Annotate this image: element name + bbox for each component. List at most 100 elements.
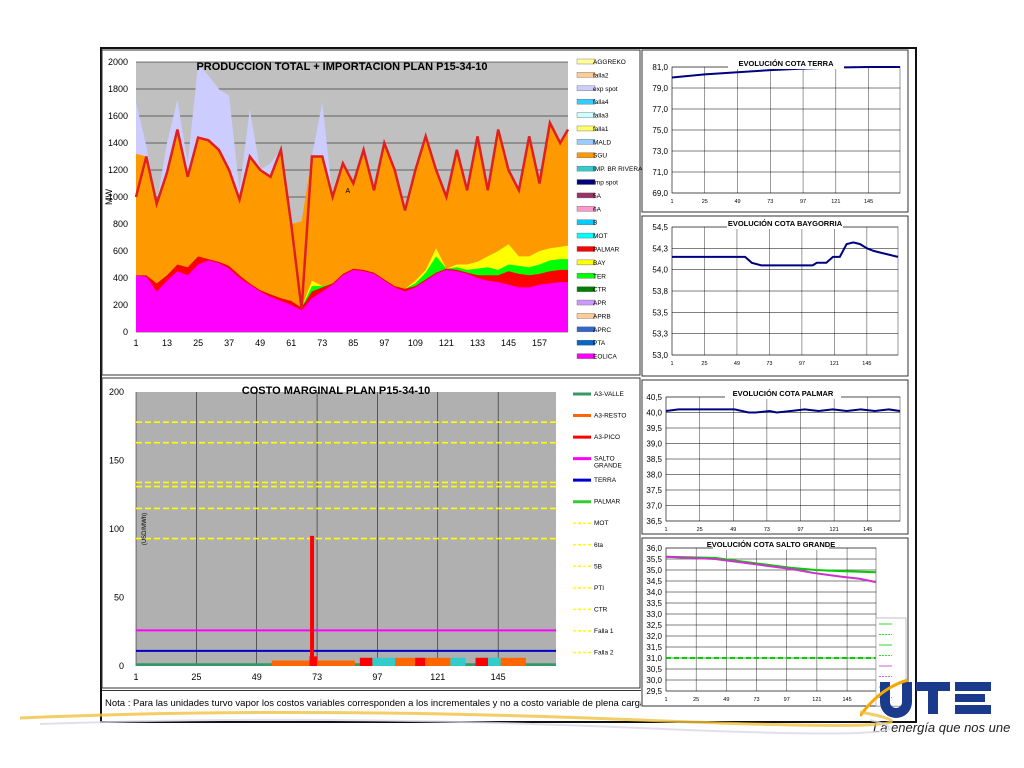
cota-palmar-xtick-label: 97 — [797, 527, 803, 533]
production-legend-swatch — [576, 259, 596, 266]
cota-salto-grande-title: EVOLUCIÓN COTA SALTO GRANDE — [707, 540, 835, 549]
cota-palmar-ytick-label: 40,5 — [646, 393, 662, 402]
production-xtick-label: 61 — [286, 338, 296, 348]
cota-palmar-ytick-label: 38,5 — [646, 455, 662, 464]
production-ylabel: MW — [104, 189, 114, 205]
production-legend-swatch — [576, 219, 596, 225]
cota-terra-ytick-label: 79,0 — [652, 84, 668, 93]
cota-baygorria-ytick-label: 53,3 — [652, 330, 668, 339]
production-legend-swatch — [576, 165, 596, 172]
cota-salto-grande-ytick-label: 30,5 — [646, 665, 662, 674]
cota-baygorria-xtick-label: 97 — [799, 361, 805, 367]
production-legend-swatch — [576, 353, 596, 359]
production-legend-swatch — [576, 72, 596, 78]
cota-salto-grande-xtick-label: 73 — [753, 697, 759, 703]
cost-legend-label: A3-VALLE — [594, 391, 625, 398]
cota-baygorria-xtick-label: 121 — [830, 361, 839, 367]
production-legend-swatch — [576, 246, 596, 252]
cost-spike-bar — [310, 535, 315, 666]
cota-salto-grande-ytick-label: 30,0 — [646, 676, 662, 685]
production-legend-label: B — [593, 220, 597, 227]
cota-terra-line — [671, 66, 900, 79]
cota-baygorria-ytick-label: 53,5 — [652, 308, 668, 317]
cota-baygorria-ytick-label: 54,0 — [652, 266, 668, 275]
cota-baygorria-xtick-label: 25 — [701, 361, 707, 367]
cota-salto-grande-ytick-label: 31,5 — [646, 643, 662, 652]
cota-baygorria-title-bg — [727, 219, 843, 229]
production-legend-label: PTA — [593, 340, 606, 347]
cota-palmar-ytick-label: 40,0 — [646, 409, 662, 418]
ute-logo — [860, 678, 991, 718]
cota-salto-grande-xtick-label: 121 — [812, 697, 821, 703]
cota-salto-grande-xtick-label: 49 — [723, 697, 729, 703]
footnote: Nota : Para las unidades turvo vapor los… — [102, 690, 641, 717]
production-ytick-label: 0 — [123, 327, 128, 337]
production-legend-label: IMP. BR RIVERA — [593, 166, 643, 173]
cost-ytick-label: 50 — [114, 593, 124, 603]
production-ytick-label: 1200 — [108, 165, 128, 175]
cost-legend-label: SALTO — [594, 456, 615, 463]
production-ytick-label: 2000 — [108, 57, 128, 67]
cost-legend-label: 6ta — [594, 542, 603, 549]
cota-salto-grande-ytick-label: 35,0 — [646, 566, 662, 575]
production-legend-swatch — [576, 125, 596, 132]
production-legend-label: MALD — [593, 139, 611, 146]
production-legend-label: MOT — [593, 233, 607, 240]
cost-bottom-block — [317, 660, 355, 666]
cota-salto-grande-ytick-label: 36,0 — [646, 544, 662, 553]
cota-salto-grande-ytick-label: 31,0 — [646, 654, 662, 663]
cost-ytick-label: 0 — [119, 661, 124, 671]
production-ytick-label: 600 — [113, 246, 128, 256]
production-legend-label: APRB — [593, 313, 611, 320]
production-xtick-label: 25 — [193, 338, 203, 348]
cota-palmar-ytick-label: 39,5 — [646, 424, 662, 433]
cota-palmar-xtick-label: 145 — [863, 527, 872, 533]
production-ytick-label: 400 — [113, 273, 128, 283]
cost-xtick-label: 73 — [312, 672, 322, 682]
cota-baygorria-ytick-label: 54,3 — [652, 244, 668, 253]
cota-salto-grande-line — [665, 555, 877, 584]
cost-bottom-block — [450, 657, 466, 666]
production-legend-label: PALMAR — [593, 246, 620, 253]
production-ytick-label: 800 — [113, 219, 128, 229]
cota-baygorria-ytick-label: 53,8 — [652, 287, 668, 296]
production-ytick-label: 1400 — [108, 138, 128, 148]
cota-terra-xtick-label: 73 — [767, 199, 773, 205]
production-xtick-label: 121 — [439, 338, 454, 348]
cota-terra-ytick-label: 77,0 — [652, 105, 668, 114]
production-xtick-label: 145 — [501, 338, 516, 348]
cota-terra-xtick-label: 121 — [831, 199, 840, 205]
production-legend-swatch — [576, 139, 596, 145]
cota-palmar-line — [665, 408, 901, 414]
cost-legend-label: MOT — [594, 520, 608, 527]
cost-legend-label: TERRA — [594, 477, 617, 484]
production-ytick-label: 1800 — [108, 84, 128, 94]
cota-palmar-ytick-label: 39,0 — [646, 440, 662, 449]
production-ytick-label: 1600 — [108, 111, 128, 121]
production-legend-label: falla3 — [593, 113, 609, 120]
cota-salto-grande-ytick-label: 32,5 — [646, 621, 662, 630]
cota-baygorria-ytick-label: 54,5 — [652, 223, 668, 232]
cost-bottom-block — [415, 657, 426, 666]
production-xtick-label: 85 — [348, 338, 358, 348]
cost-bottom-block — [500, 657, 526, 666]
production-xtick-label: 133 — [470, 338, 485, 348]
production-legend-swatch — [576, 326, 596, 333]
cota-terra-ytick-label: 81,0 — [652, 63, 668, 72]
cota-salto-grande-xtick-label: 145 — [842, 697, 851, 703]
cota-salto-grande-ytick-label: 33,0 — [646, 610, 662, 619]
production-legend-label: BAY — [593, 260, 606, 267]
cota-palmar-ytick-label: 37,0 — [646, 502, 662, 511]
production-legend-label: Imp spot — [593, 180, 618, 187]
cota-terra-ytick-label: 71,0 — [652, 168, 668, 177]
cost-legend-label: PALMAR — [594, 499, 621, 506]
production-xtick-label: 109 — [408, 338, 423, 348]
cota-salto-grande-xtick-label: 25 — [693, 697, 699, 703]
cost-xtick-label: 25 — [191, 672, 201, 682]
production-legend-swatch — [576, 313, 596, 319]
cota-palmar-ytick-label: 36,5 — [646, 517, 662, 526]
production-legend-label: APR — [593, 300, 607, 307]
cota-baygorria-xtick-label: 49 — [734, 361, 740, 367]
cost-xtick-label: 145 — [491, 672, 506, 682]
